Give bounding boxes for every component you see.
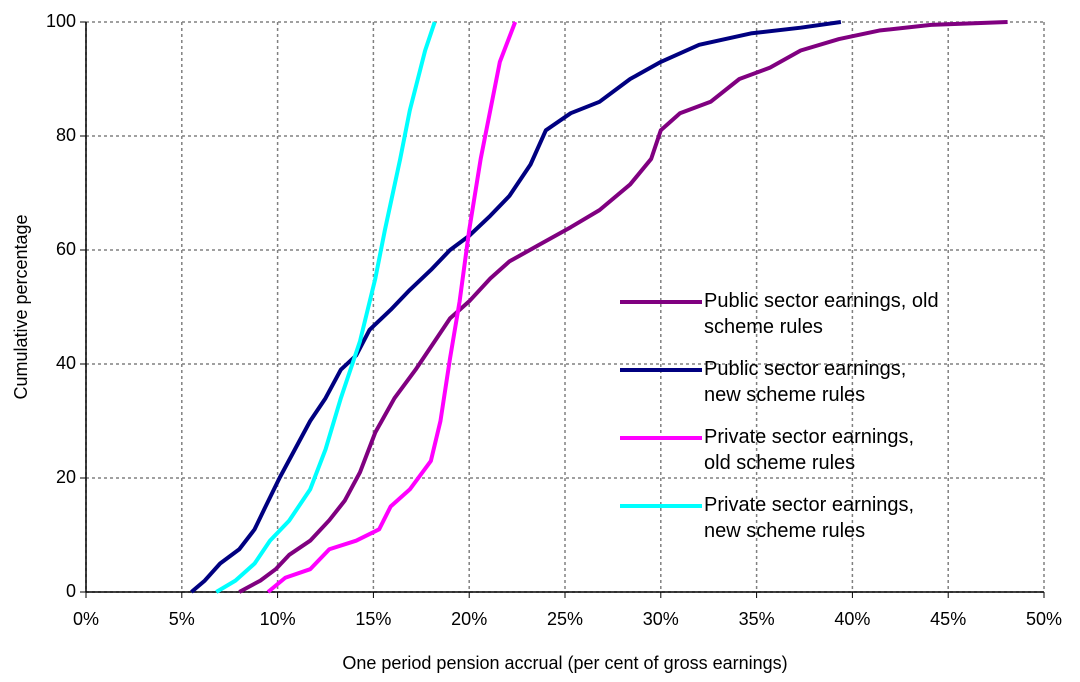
legend-item: Public sector earnings, old scheme rules	[620, 288, 950, 340]
line-series	[238, 20, 1008, 594]
x-tick-label: 45%	[930, 609, 966, 629]
y-axis-title: Cumulative percentage	[11, 214, 31, 399]
y-tick-label: 0	[66, 581, 76, 601]
x-tick-label: 35%	[739, 609, 775, 629]
legend-swatch	[620, 436, 702, 440]
x-tick-label: 40%	[834, 609, 870, 629]
legend-swatch	[620, 504, 702, 508]
y-tick-label: 100	[46, 11, 76, 31]
legend-label: Public sector earnings, new scheme rules	[704, 358, 907, 406]
legend-item: Private sector earnings, new scheme rule…	[620, 492, 950, 544]
legend-item: Private sector earnings, old scheme rule…	[620, 424, 950, 476]
legend: Public sector earnings, old scheme rules…	[620, 288, 950, 560]
legend-swatch	[620, 300, 702, 304]
x-tick-label: 0%	[73, 609, 99, 629]
x-tick-label: 25%	[547, 609, 583, 629]
x-tick-label: 15%	[355, 609, 391, 629]
y-tick-label: 60	[56, 239, 76, 259]
legend-label: Private sector earnings, old scheme rule…	[704, 426, 915, 474]
line-series	[266, 21, 518, 594]
x-tick-label: 30%	[643, 609, 679, 629]
legend-label: Private sector earnings, new scheme rule…	[704, 494, 915, 542]
legend-item: Public sector earnings, new scheme rules	[620, 356, 950, 408]
legend-swatch	[620, 368, 702, 372]
line-series	[190, 20, 842, 594]
y-tick-label: 20	[56, 467, 76, 487]
x-tick-label: 20%	[451, 609, 487, 629]
x-tick-label: 10%	[260, 609, 296, 629]
x-tick-label: 5%	[169, 609, 195, 629]
x-tick-label: 50%	[1026, 609, 1062, 629]
line-series	[215, 21, 437, 594]
x-axis-title: One period pension accrual (per cent of …	[342, 653, 787, 673]
y-tick-label: 40	[56, 353, 76, 373]
y-tick-label: 80	[56, 125, 76, 145]
legend-label: Public sector earnings, old scheme rules	[704, 290, 939, 338]
